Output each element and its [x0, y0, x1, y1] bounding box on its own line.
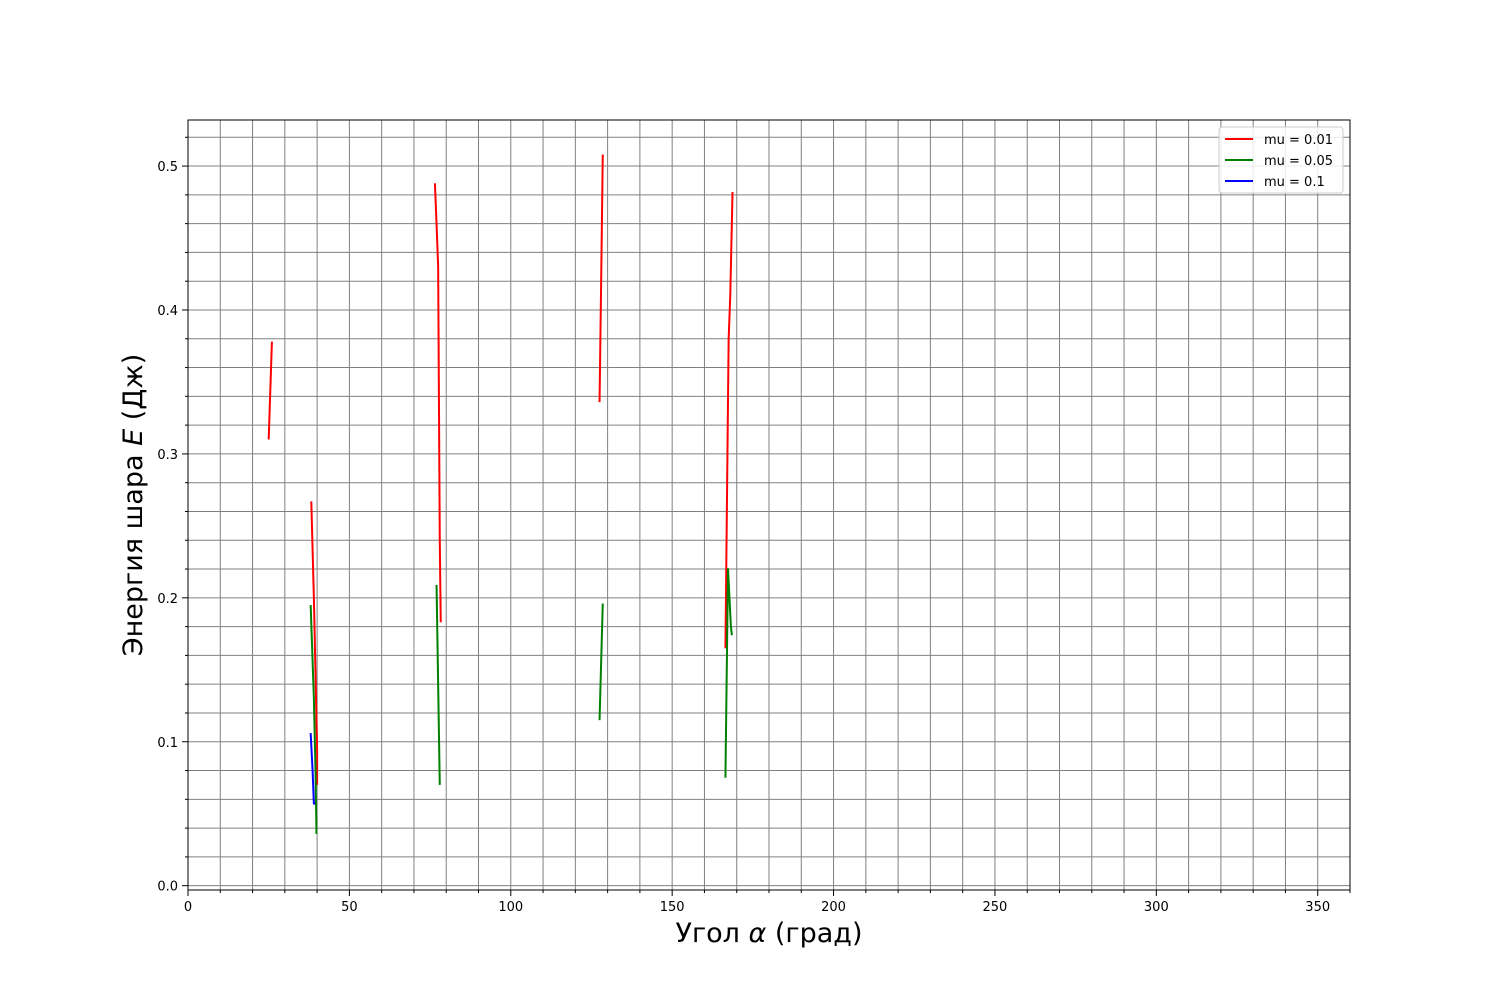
series-line [433, 183, 442, 623]
x-tick-label: 250 [983, 900, 1008, 915]
series-mu-0-01 [267, 154, 734, 785]
series-line [724, 191, 734, 649]
legend: mu = 0.01 mu = 0.05 mu = 0.1 [1218, 126, 1344, 194]
x-tick-label: 150 [660, 900, 685, 915]
grid-major [188, 165, 1350, 887]
series-mu-0-05 [309, 568, 733, 834]
legend-label: mu = 0.05 [1264, 154, 1333, 169]
y-tick-label: 0.0 [157, 880, 178, 895]
series-line [309, 733, 316, 805]
series-line [310, 501, 319, 785]
x-axis-title: Угол α (град) [676, 918, 863, 949]
x-axis-ticks: 0 50 100 150 200 250 300 350 [184, 890, 1351, 915]
y-tick-label: 0.2 [157, 592, 178, 607]
series-mu-0-1 [309, 733, 316, 805]
y-tick-label: 0.1 [157, 736, 178, 751]
y-axis-title: Энергия шара E (Дж) [118, 354, 149, 656]
series-line [267, 341, 273, 440]
grid-minor [187, 120, 1351, 890]
x-tick-label: 50 [341, 900, 358, 915]
series-line [309, 604, 318, 834]
x-tick-label: 350 [1305, 900, 1330, 915]
legend-box [1218, 126, 1344, 194]
x-tick-label: 100 [498, 900, 523, 915]
series-line [598, 603, 604, 721]
legend-items: mu = 0.01 mu = 0.05 mu = 0.1 [1225, 133, 1333, 190]
legend-label: mu = 0.01 [1264, 133, 1333, 148]
legend-label: mu = 0.1 [1264, 175, 1325, 190]
y-axis-ticks: 0.0 0.1 0.2 0.3 0.4 0.5 [157, 136, 188, 895]
series-layer [267, 154, 734, 834]
x-tick-label: 0 [184, 900, 192, 915]
x-tick-label: 300 [1144, 900, 1169, 915]
series-line [724, 568, 733, 778]
y-tick-label: 0.5 [157, 160, 178, 175]
series-line [598, 154, 604, 403]
x-tick-label: 200 [821, 900, 846, 915]
y-tick-label: 0.4 [157, 304, 178, 319]
y-tick-label: 0.3 [157, 448, 178, 463]
series-line [435, 584, 441, 785]
